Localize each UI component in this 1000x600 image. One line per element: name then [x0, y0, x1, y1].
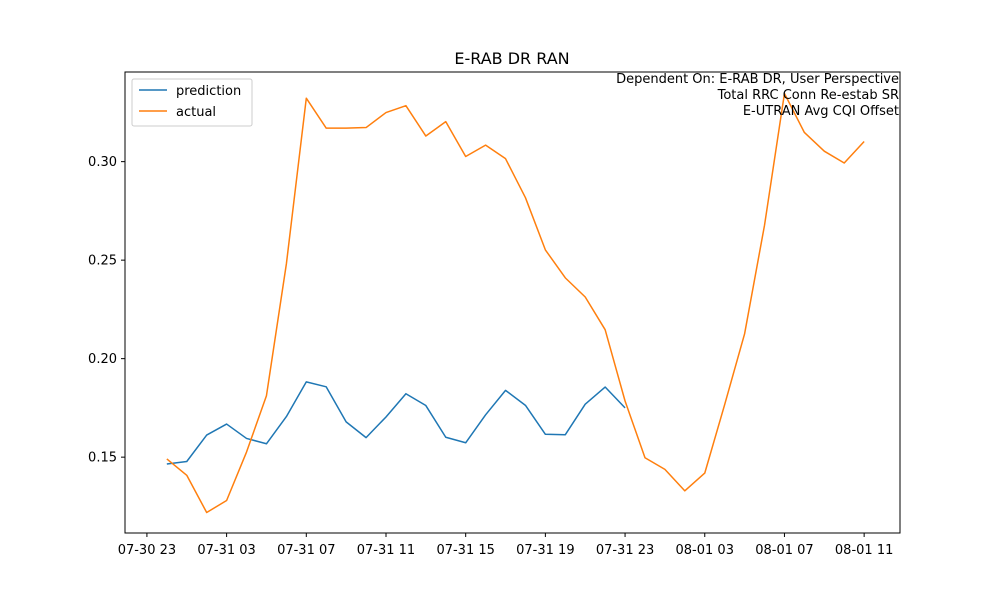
chart-title: E-RAB DR RAN [454, 49, 569, 68]
axis-ticks: 07-30 23 07-31 03 07-31 07 07-31 11 07-31 15… [88, 155, 893, 558]
annotation-line-3: E-UTRAN Avg CQI Offset [743, 104, 899, 119]
annotations: Dependent On: E-RAB DR, User Perspective… [616, 72, 899, 119]
x-tick-label: 07-31 15 [436, 543, 494, 558]
x-tick-label: 07-31 07 [277, 543, 335, 558]
x-tick-label: 07-31 03 [197, 543, 255, 558]
y-tick-label: 0.15 [88, 451, 117, 466]
annotation-line-1: Dependent On: E-RAB DR, User Perspective [616, 72, 899, 87]
series-line-actual [166, 92, 865, 514]
y-tick-label: 0.25 [88, 254, 117, 269]
annotation-line-2: Total RRC Conn Re-estab SR [717, 88, 899, 103]
x-tick-label: 07-31 11 [357, 543, 415, 558]
plot-area-frame [124, 71, 901, 534]
series-lines [166, 92, 865, 514]
y-tick-label: 0.30 [88, 155, 117, 170]
legend-label-prediction: prediction [176, 84, 241, 99]
legend: prediction actual [131, 78, 253, 127]
x-tick-label: 08-01 11 [835, 543, 893, 558]
x-tick-label: 07-31 19 [516, 543, 574, 558]
y-tick-label: 0.20 [88, 352, 117, 367]
x-tick-label: 07-30 23 [118, 543, 176, 558]
legend-label-actual: actual [176, 105, 216, 120]
series-line-prediction [166, 381, 626, 465]
x-tick-label: 08-01 03 [676, 543, 734, 558]
x-tick-label: 08-01 07 [755, 543, 813, 558]
x-tick-label: 07-31 23 [596, 543, 654, 558]
